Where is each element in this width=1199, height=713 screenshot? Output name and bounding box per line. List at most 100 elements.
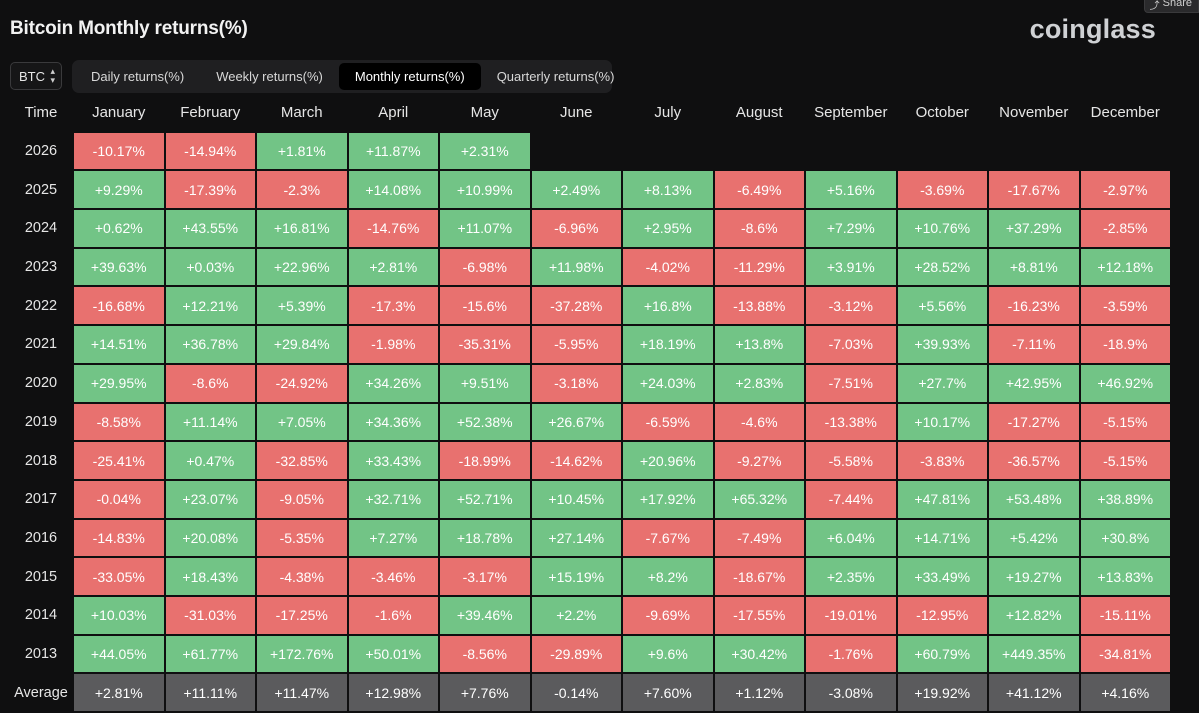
column-header-month: July <box>654 103 682 121</box>
return-cell: -8.56% <box>440 635 530 673</box>
return-cell: +2.31% <box>440 132 530 170</box>
year-cell: 2020 <box>24 375 58 392</box>
year-cell: 2025 <box>24 181 58 198</box>
return-cell: -14.94% <box>165 132 255 170</box>
column-header-month: September <box>814 103 888 121</box>
updown-chevron-icon: ▴ ▾ <box>50 66 55 85</box>
return-cell: -3.69% <box>897 171 987 209</box>
empty-cell <box>806 133 896 170</box>
tab-monthly-returns[interactable]: Monthly returns(%) <box>338 63 481 90</box>
return-cell: +16.81% <box>257 210 347 247</box>
return-cell: -7.44% <box>806 480 896 518</box>
column-header-month: August <box>735 103 783 121</box>
average-cell: +1.12% <box>714 674 804 711</box>
return-cell: +33.43% <box>348 442 438 479</box>
return-cell: +7.29% <box>806 210 896 247</box>
return-cell: -17.67% <box>989 171 1079 209</box>
return-cell: -5.58% <box>806 442 896 479</box>
return-cell: -7.11% <box>989 326 1079 363</box>
column-header-month: October <box>915 103 969 121</box>
average-cell: -3.08% <box>806 674 896 711</box>
return-cell: +65.32% <box>714 480 804 518</box>
return-cell: -1.76% <box>806 635 896 673</box>
table-row: 2025 +9.29% -17.39% -2.3% +14.08% +10.99% +2.4… <box>10 171 1170 209</box>
share-button[interactable]: ⤴ Share <box>1143 0 1199 13</box>
return-cell: +38.89% <box>1080 480 1170 518</box>
return-cell: +47.81% <box>897 480 987 518</box>
return-cell: -2.85% <box>1080 210 1170 247</box>
return-cell: -24.92% <box>257 364 347 402</box>
return-cell: +10.17% <box>897 403 987 441</box>
return-cell: -17.3% <box>348 287 438 325</box>
column-header-month: March <box>280 103 323 121</box>
average-cell: +4.16% <box>1080 674 1170 711</box>
return-cell: -5.15% <box>1080 403 1170 441</box>
return-cell: -2.3% <box>257 171 347 209</box>
return-cell: -14.62% <box>531 442 621 479</box>
column-header-month: April <box>378 103 409 121</box>
return-cell: +5.56% <box>897 287 987 325</box>
symbol-select[interactable]: BTC ▴ ▾ <box>10 62 62 90</box>
return-cell: -6.98% <box>440 248 530 286</box>
table-row: 2017 -0.04% +23.07% -9.05% +32.71% +52.71% +10… <box>10 480 1170 518</box>
return-cell: -2.97% <box>1080 171 1170 209</box>
return-cell: +13.8% <box>714 326 804 363</box>
column-header-time: Time <box>24 103 58 121</box>
return-cell: -14.76% <box>348 210 438 247</box>
return-cell: +5.16% <box>806 171 896 209</box>
average-cell: +7.76% <box>440 674 530 711</box>
year-cell: 2019 <box>24 413 58 430</box>
return-cell: +52.71% <box>440 480 530 518</box>
return-cell: -7.51% <box>806 364 896 402</box>
return-cell: -15.6% <box>440 287 530 325</box>
return-cell: +52.38% <box>440 403 530 441</box>
return-cell: +5.39% <box>257 287 347 325</box>
year-cell: 2026 <box>24 143 58 160</box>
return-cell: +13.83% <box>1080 558 1170 595</box>
return-cell: +50.01% <box>348 635 438 673</box>
return-cell: -8.6% <box>714 210 804 247</box>
return-cell: +33.49% <box>897 558 987 595</box>
empty-cell <box>623 133 713 170</box>
return-cell: -3.59% <box>1080 287 1170 325</box>
empty-cell <box>898 133 988 170</box>
return-cell: +3.91% <box>806 248 896 286</box>
return-cell: +16.8% <box>623 287 713 325</box>
return-cell: -16.23% <box>989 287 1079 325</box>
return-cell: -34.81% <box>1080 635 1170 673</box>
return-cell: -7.03% <box>806 326 896 363</box>
table-row: 2019 -8.58% +11.14% +7.05% +34.36% +52.38% +26… <box>10 403 1170 441</box>
average-row: Average +2.81% +11.11% +11.47% +12.98% +7.76%… <box>10 674 1170 711</box>
return-cell: +2.2% <box>531 596 621 634</box>
return-cell: +20.08% <box>165 519 255 557</box>
column-header-month: January <box>92 103 146 121</box>
return-cell: -29.89% <box>531 635 621 673</box>
table-row: 2023 +39.63% +0.03% +22.96% +2.81% -6.98% +11.… <box>10 248 1170 286</box>
year-cell: 2013 <box>24 645 58 662</box>
return-cell: +17.92% <box>623 480 713 518</box>
return-cell: -7.67% <box>623 519 713 557</box>
average-label: Average <box>14 684 68 701</box>
average-cell: +2.81% <box>74 674 164 711</box>
table-row: 2026 -10.17% -14.94% +1.81% +11.87% +2.31% <box>10 132 1170 170</box>
return-cell: +9.6% <box>623 635 713 673</box>
return-cell: +0.62% <box>74 210 164 247</box>
return-cell: +5.42% <box>989 519 1079 557</box>
return-cell: -31.03% <box>165 596 255 634</box>
return-cell: -18.99% <box>440 442 530 479</box>
average-cell: +19.92% <box>897 674 987 711</box>
tab-daily-returns[interactable]: Daily returns(%) <box>91 69 185 84</box>
page-title: Bitcoin Monthly returns(%) <box>10 18 248 39</box>
return-cell: +39.46% <box>440 596 530 634</box>
tab-quarterly-returns[interactable]: Quarterly returns(%) <box>496 69 615 84</box>
return-cell: +172.76% <box>257 635 347 673</box>
return-cell: +0.03% <box>165 248 255 286</box>
column-header-month: June <box>559 103 593 121</box>
return-cell: +15.19% <box>531 558 621 595</box>
return-cell: +46.92% <box>1080 364 1170 402</box>
return-cell: +0.47% <box>165 442 255 479</box>
return-cell: -19.01% <box>806 596 896 634</box>
return-cell: +36.78% <box>165 326 255 363</box>
return-cell: -4.6% <box>714 403 804 441</box>
tab-weekly-returns[interactable]: Weekly returns(%) <box>216 69 323 84</box>
